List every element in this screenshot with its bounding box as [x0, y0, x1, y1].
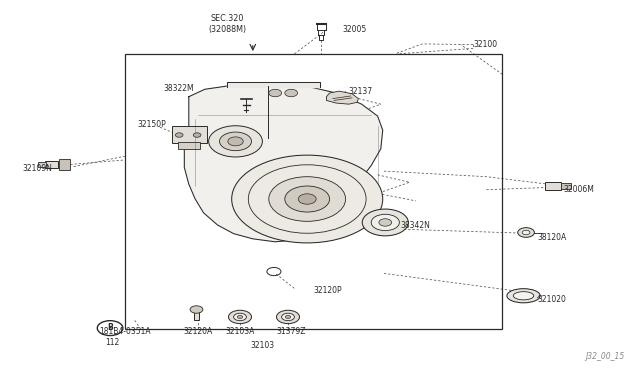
- Polygon shape: [326, 91, 358, 104]
- Bar: [125, 54, 502, 329]
- Polygon shape: [184, 84, 383, 242]
- Text: 181B4-0351A: 181B4-0351A: [99, 327, 151, 336]
- Ellipse shape: [513, 292, 534, 300]
- Circle shape: [285, 89, 298, 97]
- Text: 321020: 321020: [538, 295, 566, 304]
- Bar: [178, 142, 200, 149]
- Text: 31379Z: 31379Z: [276, 327, 306, 336]
- Circle shape: [193, 133, 201, 137]
- Circle shape: [228, 310, 252, 324]
- Circle shape: [209, 126, 262, 157]
- Text: 38322M: 38322M: [163, 84, 194, 93]
- Text: 32120P: 32120P: [314, 286, 342, 295]
- Circle shape: [522, 230, 530, 235]
- Text: 32103A: 32103A: [225, 327, 255, 336]
- Text: B: B: [108, 323, 113, 332]
- Circle shape: [237, 315, 243, 318]
- Text: 32120A: 32120A: [184, 327, 213, 336]
- Text: 32103: 32103: [250, 341, 275, 350]
- Circle shape: [518, 228, 534, 237]
- Circle shape: [298, 194, 316, 204]
- Circle shape: [371, 214, 399, 231]
- Circle shape: [269, 177, 346, 221]
- Circle shape: [220, 132, 252, 151]
- Circle shape: [269, 89, 282, 97]
- Bar: [561, 183, 571, 189]
- Text: 32137: 32137: [349, 87, 373, 96]
- Ellipse shape: [507, 289, 540, 303]
- Circle shape: [175, 133, 183, 137]
- Circle shape: [276, 310, 300, 324]
- Text: SEC.320
(32088M): SEC.320 (32088M): [208, 15, 246, 34]
- Text: 32150P: 32150P: [138, 120, 166, 129]
- Text: 32006M: 32006M: [563, 185, 594, 194]
- Polygon shape: [227, 82, 320, 87]
- Text: 32109N: 32109N: [22, 164, 52, 173]
- Text: 38120A: 38120A: [538, 233, 567, 242]
- Circle shape: [379, 219, 392, 226]
- Circle shape: [362, 209, 408, 236]
- Text: 112: 112: [106, 338, 120, 347]
- Bar: [194, 311, 199, 320]
- Circle shape: [190, 306, 203, 313]
- Bar: [172, 126, 207, 143]
- Bar: [38, 162, 46, 167]
- Circle shape: [285, 315, 291, 318]
- Text: 38342N: 38342N: [400, 221, 430, 230]
- Text: J32_00_15: J32_00_15: [585, 352, 624, 361]
- Circle shape: [228, 137, 243, 146]
- Circle shape: [282, 313, 294, 321]
- Text: 32100: 32100: [474, 40, 498, 49]
- Bar: [59, 159, 70, 170]
- Bar: [45, 161, 58, 168]
- Bar: [545, 182, 561, 190]
- Circle shape: [285, 186, 330, 212]
- Circle shape: [234, 313, 246, 321]
- Circle shape: [232, 155, 383, 243]
- Text: 32005: 32005: [342, 25, 367, 33]
